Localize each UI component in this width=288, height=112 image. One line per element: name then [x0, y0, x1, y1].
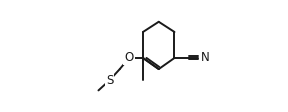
Text: O: O: [124, 51, 134, 64]
Text: N: N: [200, 51, 209, 64]
Text: S: S: [106, 74, 113, 87]
